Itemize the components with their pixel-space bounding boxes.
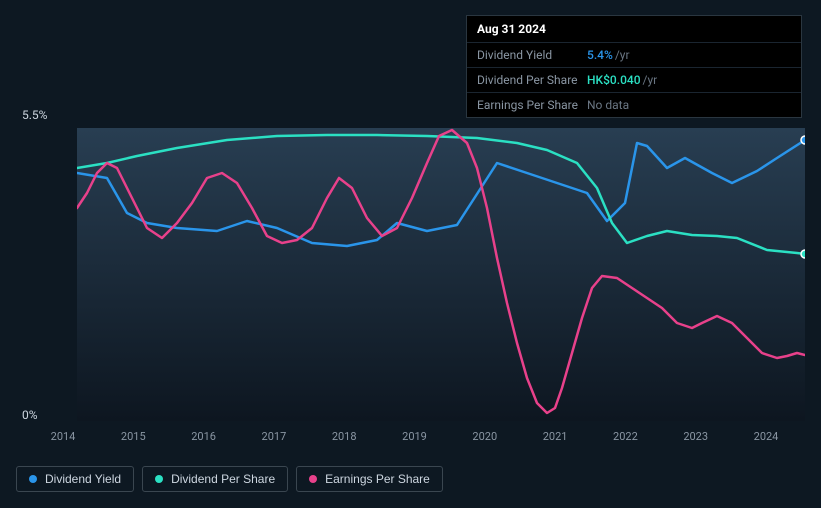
legend-item[interactable]: Dividend Yield [16, 466, 134, 492]
tooltip-value: 5.4%/yr [587, 48, 630, 62]
x-tick: 2015 [121, 430, 146, 443]
x-tick: 2022 [613, 430, 638, 443]
tooltip-value: HK$0.040/yr [587, 73, 657, 87]
tooltip-label: Dividend Per Share [477, 73, 587, 87]
tooltip-date: Aug 31 2024 [467, 16, 801, 43]
x-tick: 2019 [402, 430, 427, 443]
x-tick: 2024 [754, 430, 779, 443]
x-tick: 2023 [683, 430, 708, 443]
legend-label: Dividend Per Share [171, 472, 275, 486]
x-tick: 2020 [472, 430, 497, 443]
legend-dot [155, 475, 163, 483]
series-end-dot [801, 136, 805, 144]
legend-dot [29, 475, 37, 483]
legend: Dividend Yield Dividend Per Share Earnings… [16, 466, 443, 492]
legend-item[interactable]: Dividend Per Share [142, 466, 288, 492]
x-axis: 2014 2015 2016 2017 2018 2019 2020 2021 2022 2023… [0, 430, 821, 446]
x-tick: 2016 [191, 430, 216, 443]
x-tick: 2021 [543, 430, 568, 443]
tooltip-label: Earnings Per Share [477, 98, 587, 112]
chart-tooltip: Aug 31 2024 Dividend Yield5.4%/yrDividen… [466, 15, 802, 118]
tooltip-label: Dividend Yield [477, 48, 587, 62]
legend-dot [309, 475, 317, 483]
legend-label: Earnings Per Share [325, 472, 430, 486]
chart-plot-area[interactable] [77, 128, 805, 421]
y-axis-max: 5.5% [22, 108, 47, 122]
y-axis-min: 0% [22, 408, 38, 422]
plot-background [77, 128, 805, 421]
legend-item[interactable]: Earnings Per Share [296, 466, 443, 492]
tooltip-row: Earnings Per ShareNo data [467, 93, 801, 117]
dividend-chart: Aug 31 2024 Dividend Yield5.4%/yrDividen… [0, 0, 821, 508]
series-end-dot [801, 250, 805, 258]
tooltip-value: No data [587, 98, 629, 112]
legend-label: Dividend Yield [45, 472, 121, 486]
tooltip-row: Dividend Per ShareHK$0.040/yr [467, 68, 801, 93]
x-tick: 2018 [332, 430, 357, 443]
x-tick: 2017 [262, 430, 287, 443]
x-tick: 2014 [51, 430, 76, 443]
tooltip-row: Dividend Yield5.4%/yr [467, 43, 801, 68]
